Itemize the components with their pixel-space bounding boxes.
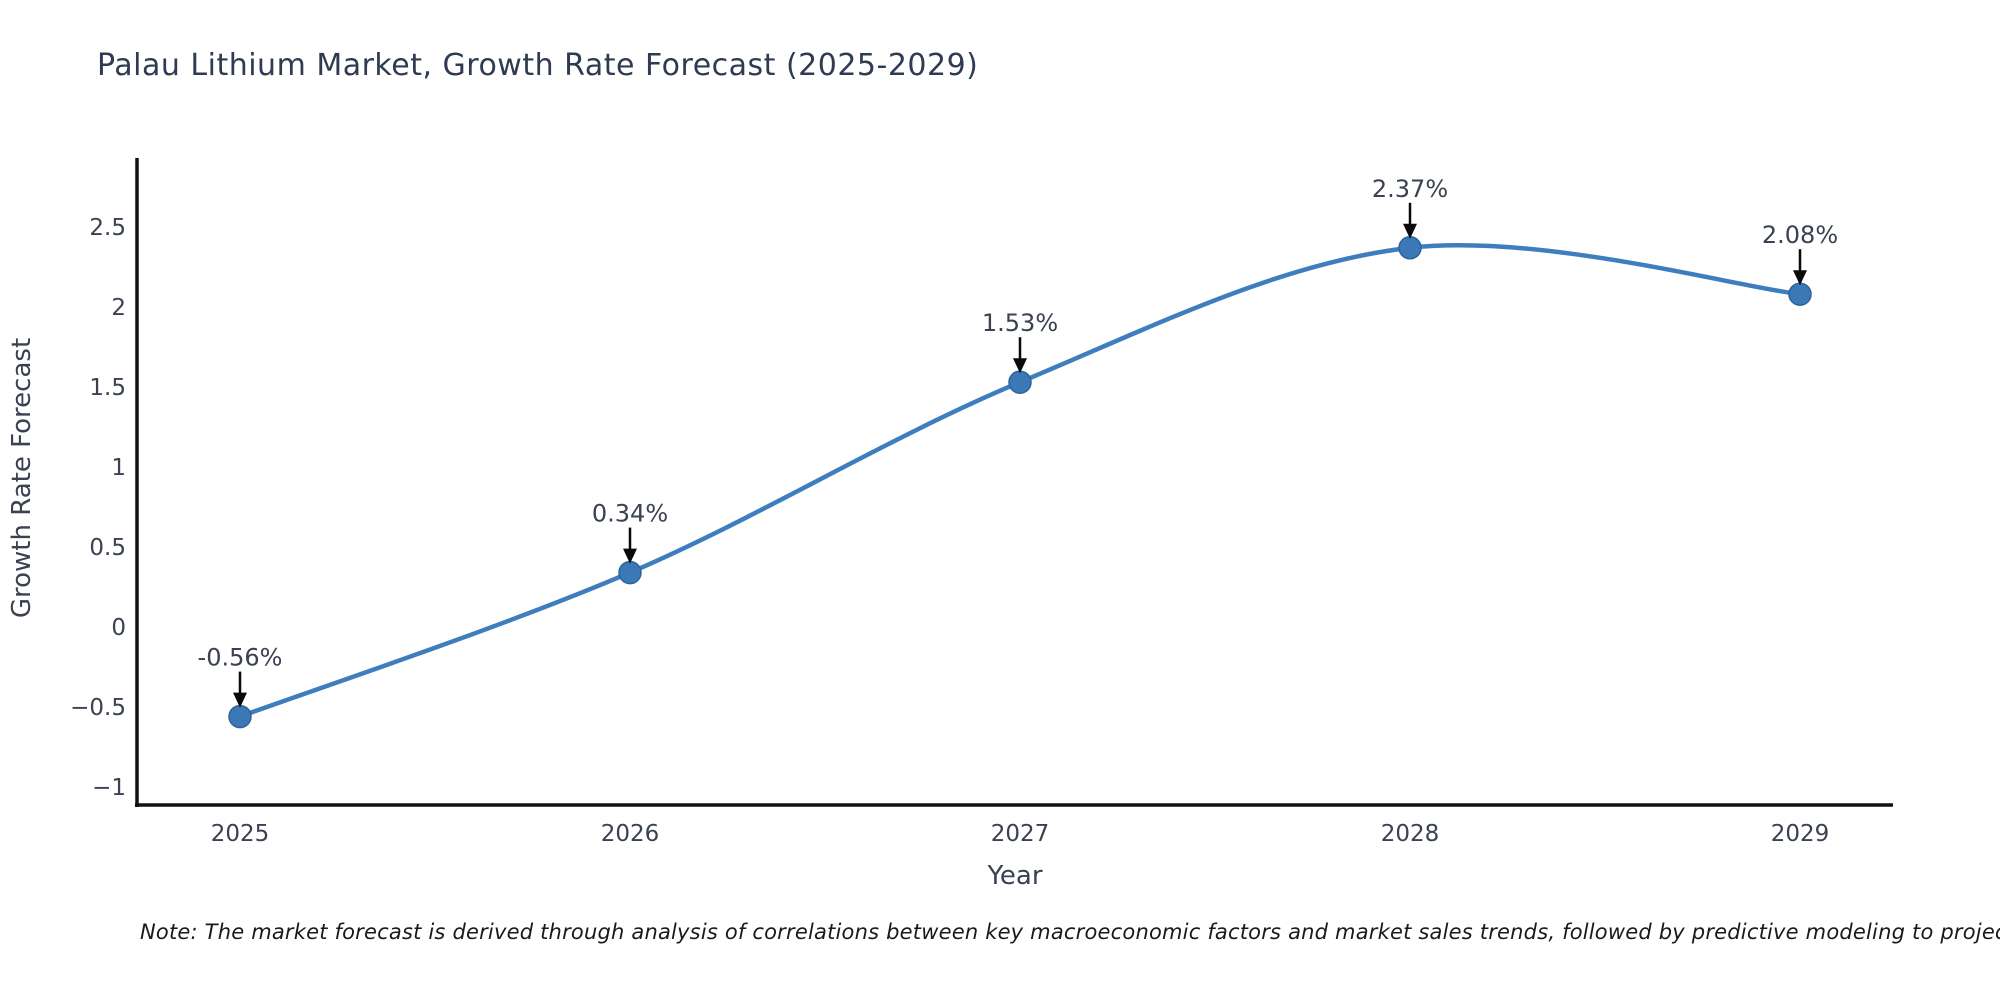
x-axis-title: Year bbox=[986, 861, 1042, 891]
x-tick-label: 2025 bbox=[211, 821, 270, 847]
data-point-marker bbox=[1008, 370, 1032, 394]
annotation-arrowhead-icon bbox=[1403, 223, 1417, 239]
chart-title: Palau Lithium Market, Growth Rate Foreca… bbox=[97, 48, 979, 83]
y-tick-label: 1 bbox=[111, 455, 126, 481]
annotation-arrowhead-icon bbox=[1793, 270, 1807, 286]
data-point-marker bbox=[1398, 236, 1422, 260]
y-tick-label: −0.5 bbox=[70, 695, 126, 721]
data-point-marker bbox=[618, 560, 642, 585]
x-tick-label: 2026 bbox=[601, 821, 660, 847]
data-point-marker bbox=[228, 704, 252, 729]
data-point-label: 2.08% bbox=[1762, 221, 1838, 249]
x-tick-label: 2028 bbox=[1381, 821, 1440, 847]
y-tick-label: 2 bbox=[111, 295, 126, 321]
x-tick-label: 2029 bbox=[1771, 821, 1830, 847]
data-point-label: 2.37% bbox=[1372, 175, 1448, 203]
footnote: Note: The market forecast is derived thr… bbox=[140, 920, 2000, 944]
y-tick-label: 0.5 bbox=[89, 535, 126, 561]
data-point-label: 0.34% bbox=[592, 500, 668, 528]
y-axis-title: Growth Rate Forecast bbox=[7, 338, 37, 618]
y-tick-label: 0 bbox=[111, 615, 126, 641]
data-point-label: 1.53% bbox=[982, 309, 1058, 337]
data-point-marker bbox=[1788, 282, 1812, 306]
annotation-arrowhead-icon bbox=[1013, 358, 1027, 374]
y-tick-label: −1 bbox=[92, 775, 126, 801]
data-point-label: -0.56% bbox=[198, 644, 283, 672]
y-tick-label: 2.5 bbox=[89, 215, 126, 241]
x-tick-label: 2027 bbox=[991, 821, 1050, 847]
annotation-arrowhead-icon bbox=[623, 548, 637, 564]
annotation-arrowhead-icon bbox=[233, 692, 247, 708]
y-tick-label: 1.5 bbox=[89, 375, 126, 401]
